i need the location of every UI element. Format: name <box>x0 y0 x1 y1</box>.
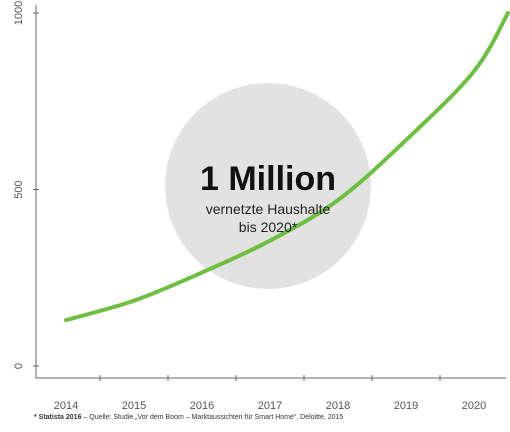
x-tick-label: 2019 <box>394 400 418 412</box>
highlight-value: 1 Million <box>200 160 336 198</box>
x-tick-label: 2016 <box>190 400 214 412</box>
footnote-text: – Quelle: Studie „Vor dem Boom – Marktau… <box>81 414 344 421</box>
x-axis-ticks: 2014 2015 2016 2017 2018 2019 2020 <box>54 375 486 412</box>
y-axis-ticks: 0 500 1000 <box>13 1 39 369</box>
x-tick-label: 2015 <box>122 400 146 412</box>
x-tick-label: 2018 <box>326 400 350 412</box>
highlight-line-2: bis 2020* <box>239 219 298 235</box>
x-tick-label: 2014 <box>54 400 78 412</box>
y-tick-label: 500 <box>13 180 25 198</box>
x-tick-label: 2020 <box>462 400 486 412</box>
highlight-circle <box>165 83 371 289</box>
source-footnote: * Statista 2016 – Quelle: Studie „Vor de… <box>34 414 343 421</box>
highlight-line-1: vernetzte Haushalte <box>206 201 331 217</box>
x-tick-label: 2017 <box>258 400 282 412</box>
footnote-source-label: * Statista 2016 <box>34 414 82 421</box>
y-tick-label: 0 <box>13 363 25 369</box>
y-tick-label: 1000 <box>13 1 25 25</box>
series-line-households <box>64 11 510 323</box>
